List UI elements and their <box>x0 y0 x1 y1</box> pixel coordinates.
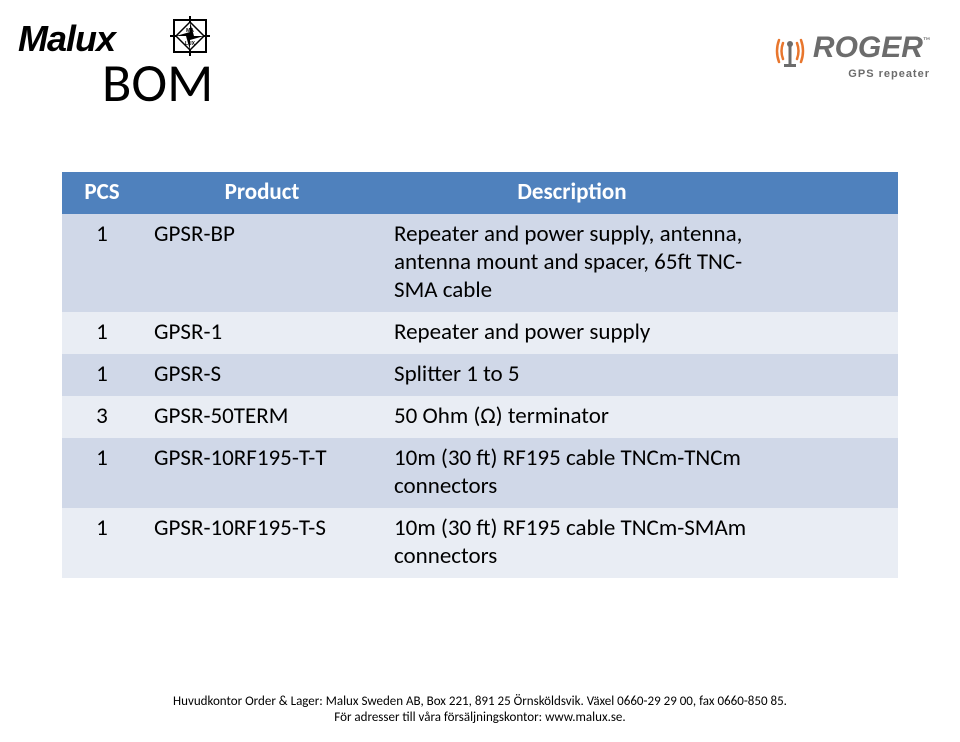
table-row: 3GPSR-50TERM50 Ohm (Ω) terminator <box>62 396 898 438</box>
antenna-icon <box>773 34 807 68</box>
footer-line1: Huvudkontor Order & Lager: Malux Sweden … <box>0 694 960 710</box>
svg-text:LUX: LUX <box>185 41 196 47</box>
cell: GPSR-10RF195-T-T <box>142 438 382 508</box>
cell: 1 <box>62 312 142 354</box>
cell: 3 <box>62 396 142 438</box>
cell: 1 <box>62 214 142 312</box>
cell <box>762 312 898 354</box>
table-body: 1GPSR-BPRepeater and power supply, anten… <box>62 214 898 578</box>
cell: GPSR-BP <box>142 214 382 312</box>
col-header-pcs: PCS <box>62 172 142 214</box>
page-footer: Huvudkontor Order & Lager: Malux Sweden … <box>0 694 960 727</box>
cell: GPSR-50TERM <box>142 396 382 438</box>
table-row: 1GPSR-10RF195-T-T10m (30 ft) RF195 cable… <box>62 438 898 508</box>
cell: Splitter 1 to 5 <box>382 354 762 396</box>
page-title: BOM <box>102 50 213 116</box>
svg-text:MA: MA <box>186 28 194 34</box>
cell: 50 Ohm (Ω) terminator <box>382 396 762 438</box>
cell <box>762 396 898 438</box>
cell: Repeater and power supply, antenna, ante… <box>382 214 762 312</box>
cell <box>762 508 898 578</box>
cell: 10m (30 ft) RF195 cable TNCm-SMAm connec… <box>382 508 762 578</box>
malux-logo-text: Malux <box>18 18 115 60</box>
cell: GPSR-10RF195-T-S <box>142 508 382 578</box>
cell: GPSR-1 <box>142 312 382 354</box>
cell: GPSR-S <box>142 354 382 396</box>
cell <box>762 354 898 396</box>
cell <box>762 214 898 312</box>
roger-logo-subtext: GPS repeater <box>773 68 930 80</box>
roger-logo-text: ROGER <box>813 31 923 64</box>
table-header: PCS Product Description <box>62 172 898 214</box>
page-root: Malux MA LUX <box>0 0 960 742</box>
footer-line2: För adresser till våra försäljningskonto… <box>0 710 960 726</box>
roger-logo: ROGER™ GPS repeater <box>773 34 930 80</box>
cell: 10m (30 ft) RF195 cable TNCm-TNCm connec… <box>382 438 762 508</box>
table-row: 1GPSR-1Repeater and power supply <box>62 312 898 354</box>
cell: 1 <box>62 508 142 578</box>
table-row: 1GPSR-BPRepeater and power supply, anten… <box>62 214 898 312</box>
cell: 1 <box>62 438 142 508</box>
table-row: 1GPSR-SSplitter 1 to 5 <box>62 354 898 396</box>
cell: Repeater and power supply <box>382 312 762 354</box>
table-row: 1GPSR-10RF195-T-S10m (30 ft) RF195 cable… <box>62 508 898 578</box>
cell: 1 <box>62 354 142 396</box>
col-header-description: Description <box>382 172 762 214</box>
roger-tm: ™ <box>923 34 930 47</box>
bom-table: PCS Product Description 1GPSR-BPRepeater… <box>62 172 898 578</box>
col-header-empty <box>762 172 898 214</box>
cell <box>762 438 898 508</box>
col-header-product: Product <box>142 172 382 214</box>
